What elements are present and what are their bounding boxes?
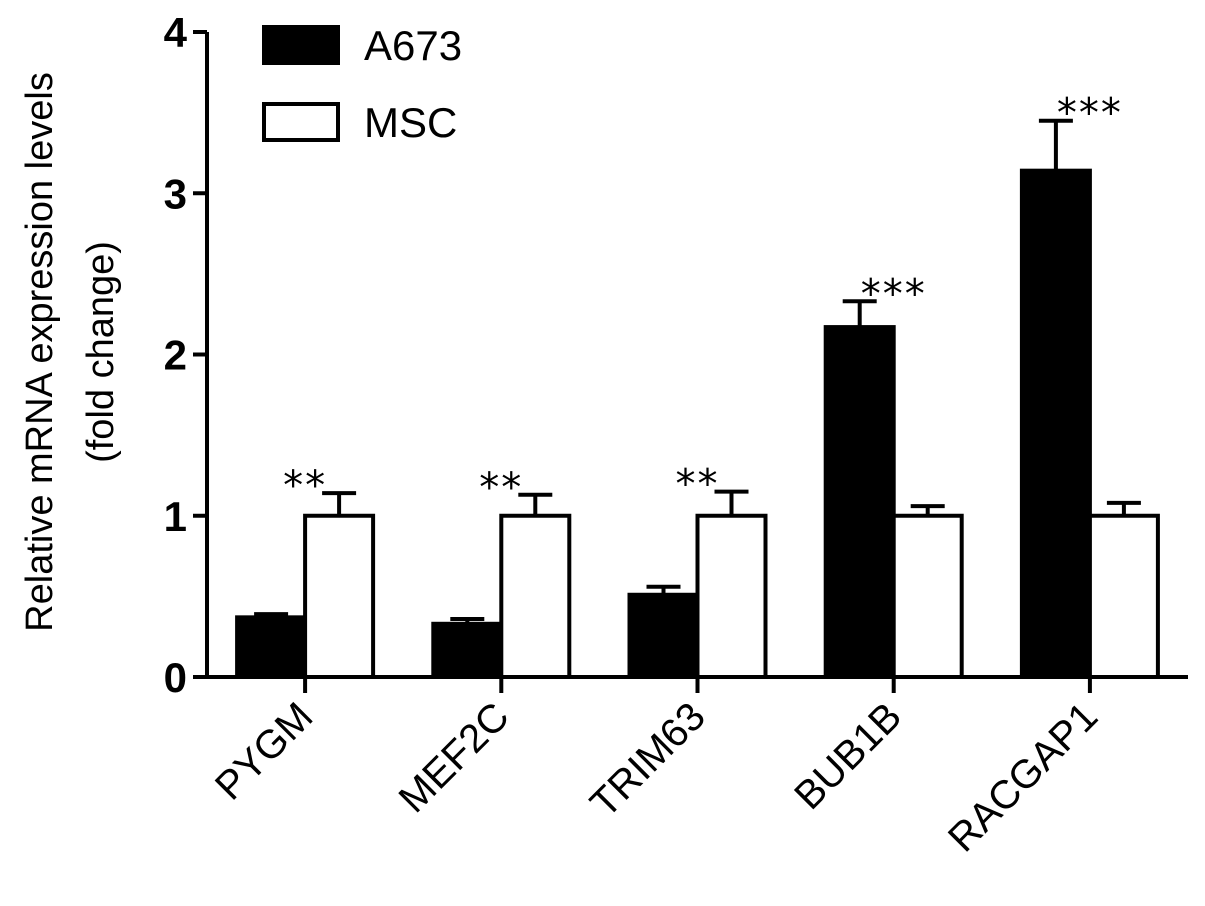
y-tick-label: 2 — [164, 332, 187, 379]
bar-a673 — [431, 621, 504, 679]
y-axis-title-line: (fold change) — [80, 241, 122, 463]
y-tick-label: 1 — [164, 493, 187, 540]
x-tick-label: TRIM63 — [582, 694, 714, 826]
significance-label: ** — [479, 465, 523, 511]
legend-label: A673 — [364, 22, 462, 69]
x-tick-label: RACGAP1 — [940, 694, 1106, 860]
x-tick-label: MEF2C — [391, 694, 518, 821]
bar-msc — [303, 513, 376, 679]
legend-swatch-msc — [262, 102, 340, 142]
significance-label: *** — [861, 271, 927, 317]
chart-bars — [235, 118, 1160, 680]
y-tick-label: 3 — [164, 170, 187, 217]
bar-msc — [891, 513, 964, 679]
bar-msc — [499, 513, 572, 679]
y-axis-title: Relative mRNA expression levels (fold cha… — [19, 72, 122, 632]
legend-swatch-a673 — [262, 25, 340, 65]
legend: A673 MSC — [262, 22, 462, 146]
bar-msc — [1087, 513, 1160, 679]
significance-annotations: ** ** ******** — [283, 91, 1123, 511]
y-axis-title-line: Relative mRNA expression levels — [19, 72, 61, 632]
significance-label: ** — [283, 463, 327, 509]
bar-a673 — [823, 325, 896, 679]
x-tick-label: PYGM — [207, 694, 321, 808]
y-tick-label: 0 — [164, 654, 187, 701]
bar-a673 — [1019, 168, 1092, 680]
x-tick-label: BUB1B — [786, 694, 910, 818]
significance-label: ** — [676, 462, 720, 508]
bar-msc — [695, 513, 768, 679]
bar-a673 — [235, 615, 308, 680]
significance-label: *** — [1057, 91, 1123, 137]
bar-a673 — [627, 592, 700, 680]
legend-label: MSC — [364, 99, 457, 146]
y-tick-label: 4 — [164, 9, 188, 56]
